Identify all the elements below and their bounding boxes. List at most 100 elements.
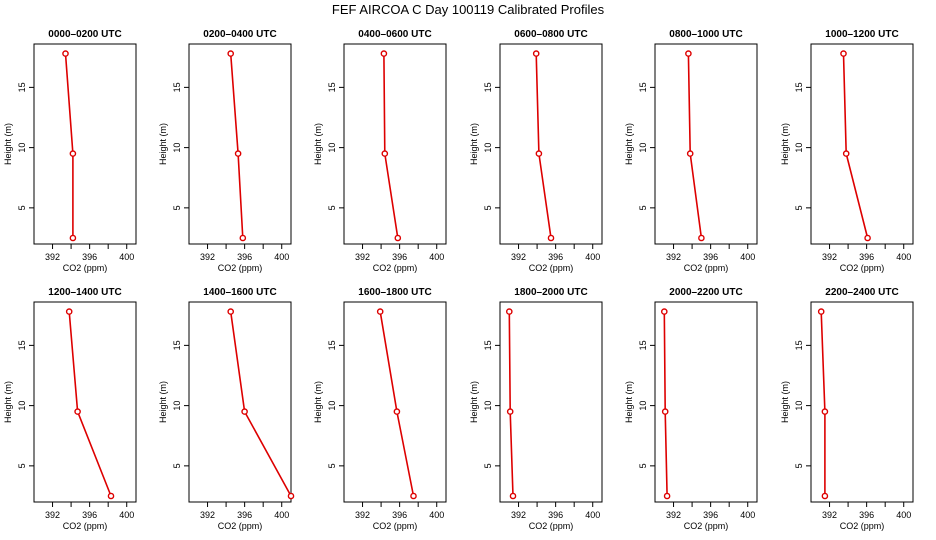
plot-frame bbox=[33, 301, 137, 503]
y-tick-label: 15 bbox=[483, 340, 493, 350]
y-tick-label: 10 bbox=[483, 401, 493, 411]
x-tick-label: 400 bbox=[740, 510, 755, 520]
x-tick-label: 396 bbox=[548, 252, 563, 262]
x-axis-label: CO2 (ppm) bbox=[840, 263, 885, 273]
y-tick-label: 10 bbox=[638, 401, 648, 411]
y-axis-label: Height (m) bbox=[3, 123, 13, 165]
x-axis-label: CO2 (ppm) bbox=[684, 263, 729, 273]
data-point bbox=[685, 50, 692, 57]
data-point bbox=[821, 492, 829, 500]
panel-title: 0400–0600 UTC bbox=[358, 29, 431, 40]
y-tick-label: 15 bbox=[17, 82, 27, 92]
panel-title: 1400–1600 UTC bbox=[203, 287, 276, 298]
plot-frame bbox=[810, 43, 914, 245]
panel-title: 1800–2000 UTC bbox=[514, 287, 587, 298]
x-tick-label: 396 bbox=[82, 252, 97, 262]
panel-title: 0000–0200 UTC bbox=[48, 29, 121, 40]
data-point bbox=[821, 408, 829, 415]
y-tick-label: 15 bbox=[327, 340, 337, 350]
data-point bbox=[376, 308, 384, 315]
x-tick-label: 400 bbox=[119, 510, 134, 520]
data-point bbox=[74, 408, 81, 415]
x-tick-label: 396 bbox=[392, 510, 407, 520]
x-axis-label: CO2 (ppm) bbox=[63, 521, 108, 531]
panel-title: 1000–1200 UTC bbox=[825, 29, 898, 40]
series-line bbox=[383, 53, 399, 239]
plot-frame bbox=[33, 43, 137, 245]
x-tick-label: 392 bbox=[45, 510, 60, 520]
y-tick-label: 10 bbox=[172, 143, 182, 153]
plot-frame bbox=[810, 301, 914, 503]
x-tick-label: 392 bbox=[666, 252, 681, 262]
data-point bbox=[817, 308, 825, 315]
plot-frame bbox=[499, 301, 603, 503]
data-point bbox=[69, 150, 77, 157]
x-tick-label: 400 bbox=[119, 252, 134, 262]
data-point bbox=[393, 408, 401, 415]
y-axis-label: Height (m) bbox=[313, 123, 323, 165]
y-tick-label: 5 bbox=[17, 463, 27, 468]
x-tick-label: 392 bbox=[200, 510, 215, 520]
panel-title: 0600–0800 UTC bbox=[514, 29, 587, 40]
y-tick-label: 5 bbox=[17, 205, 27, 210]
series-line bbox=[229, 311, 292, 497]
data-point bbox=[227, 50, 234, 57]
plot-frame bbox=[188, 43, 292, 245]
series-line bbox=[687, 53, 703, 239]
data-point bbox=[227, 308, 234, 315]
y-tick-label: 5 bbox=[794, 463, 804, 468]
plot-frame bbox=[343, 43, 447, 245]
x-axis-label: CO2 (ppm) bbox=[373, 263, 418, 273]
x-tick-label: 400 bbox=[429, 252, 444, 262]
data-point bbox=[380, 50, 388, 57]
data-point bbox=[62, 50, 69, 57]
y-tick-label: 15 bbox=[17, 340, 27, 350]
y-tick-label: 10 bbox=[638, 143, 648, 153]
y-tick-label: 10 bbox=[794, 143, 804, 153]
x-axis-label: CO2 (ppm) bbox=[63, 263, 108, 273]
y-axis-label: Height (m) bbox=[158, 123, 168, 165]
x-axis-label: CO2 (ppm) bbox=[840, 521, 885, 531]
y-tick-label: 15 bbox=[327, 82, 337, 92]
y-axis-label: Height (m) bbox=[624, 123, 634, 165]
plot-frame bbox=[499, 43, 603, 245]
y-tick-label: 5 bbox=[794, 205, 804, 210]
x-tick-label: 396 bbox=[703, 510, 718, 520]
series-line bbox=[379, 311, 415, 497]
x-tick-label: 392 bbox=[511, 510, 526, 520]
series-line bbox=[842, 53, 869, 239]
y-tick-label: 5 bbox=[172, 463, 182, 468]
x-tick-label: 396 bbox=[82, 510, 97, 520]
x-tick-label: 392 bbox=[200, 252, 215, 262]
data-point bbox=[241, 408, 248, 415]
data-point bbox=[509, 492, 517, 500]
y-tick-label: 5 bbox=[327, 205, 337, 210]
x-tick-label: 396 bbox=[859, 510, 874, 520]
x-axis-label: CO2 (ppm) bbox=[684, 521, 729, 531]
series-line bbox=[535, 53, 552, 239]
x-tick-label: 396 bbox=[392, 252, 407, 262]
x-tick-label: 392 bbox=[822, 252, 837, 262]
x-tick-label: 392 bbox=[355, 252, 370, 262]
y-tick-label: 15 bbox=[794, 340, 804, 350]
x-tick-label: 400 bbox=[585, 252, 600, 262]
x-tick-label: 400 bbox=[274, 252, 289, 262]
data-point bbox=[686, 150, 694, 157]
x-tick-label: 400 bbox=[585, 510, 600, 520]
x-tick-label: 396 bbox=[237, 252, 252, 262]
series-line bbox=[229, 53, 244, 239]
data-point bbox=[661, 308, 668, 315]
x-tick-label: 400 bbox=[896, 252, 911, 262]
y-tick-label: 15 bbox=[172, 340, 182, 350]
y-tick-label: 10 bbox=[17, 143, 27, 153]
data-point bbox=[535, 150, 543, 157]
panel-title: 2000–2200 UTC bbox=[669, 287, 742, 298]
data-point bbox=[547, 234, 555, 242]
data-point bbox=[65, 308, 73, 315]
panel-title: 0800–1000 UTC bbox=[669, 29, 742, 40]
data-point bbox=[864, 234, 871, 242]
x-axis-label: CO2 (ppm) bbox=[529, 263, 574, 273]
x-tick-label: 396 bbox=[548, 510, 563, 520]
plot-frame bbox=[654, 43, 758, 245]
y-tick-label: 5 bbox=[638, 205, 648, 210]
